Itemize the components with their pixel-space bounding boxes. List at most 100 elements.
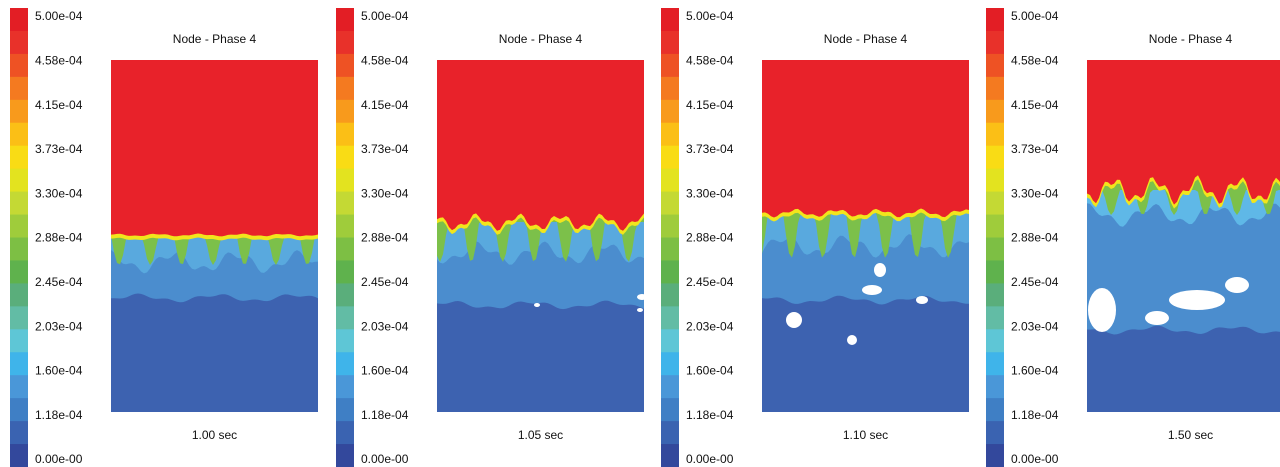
colorbar-band — [986, 76, 1004, 101]
colorbar-label: 0.00e-00 — [35, 452, 83, 466]
colorbar-band — [661, 398, 679, 422]
time-label: 1.05 sec — [518, 428, 563, 442]
colorbar-band — [10, 191, 28, 216]
colorbar-band — [661, 145, 679, 170]
red-region — [1087, 60, 1280, 205]
colorbar-band — [336, 191, 354, 216]
panel-title: Node - Phase 4 — [824, 32, 908, 46]
colorbar-label: 5.00e-04 — [361, 9, 409, 23]
colorbar-band — [336, 122, 354, 147]
colorbar-band — [10, 122, 28, 147]
colorbar-band — [10, 352, 28, 376]
colorbar-band — [10, 260, 28, 284]
panel-title: Node - Phase 4 — [1149, 32, 1233, 46]
colorbar-label: 4.58e-04 — [35, 53, 83, 67]
colorbar: 5.00e-04 4.58e-04 4.15e-04 3.73e-04 3.30e-04… — [986, 8, 1059, 467]
colorbar-label: 4.58e-04 — [361, 53, 409, 67]
colorbar-label: 4.15e-04 — [686, 98, 734, 112]
colorbar-label: 2.88e-04 — [686, 231, 734, 245]
colorbar-label: 2.88e-04 — [361, 231, 409, 245]
colorbar-band — [336, 53, 354, 78]
colorbar-band — [10, 8, 28, 32]
colorbar-band — [336, 168, 354, 193]
colorbar-band — [336, 306, 354, 330]
colorbar-band — [10, 214, 28, 238]
colorbar-band — [661, 191, 679, 216]
colorbar-label: 3.30e-04 — [35, 186, 83, 200]
colorbar-label: 3.30e-04 — [1011, 186, 1059, 200]
colorbar-band — [336, 444, 354, 467]
colorbar-band — [661, 283, 679, 307]
colorbar-label: 1.60e-04 — [35, 364, 83, 378]
panel: 5.00e-04 4.58e-04 4.15e-04 3.73e-04 3.30e-04… — [661, 8, 969, 467]
colorbar-band — [661, 260, 679, 284]
colorbar-band — [336, 214, 354, 238]
panel-title: Node - Phase 4 — [499, 32, 583, 46]
colorbar-label: 5.00e-04 — [686, 9, 734, 23]
colorbar-label: 2.03e-04 — [361, 319, 409, 333]
colorbar-band — [986, 375, 1004, 399]
colorbar-label: 5.00e-04 — [1011, 9, 1059, 23]
panel-title: Node - Phase 4 — [173, 32, 257, 46]
colorbar-label: 3.73e-04 — [361, 142, 409, 156]
colorbar-label: 1.18e-04 — [35, 408, 83, 422]
colorbar-label: 2.03e-04 — [686, 319, 734, 333]
colorbar-band — [986, 237, 1004, 261]
red-region — [437, 60, 644, 231]
colorbar-band — [986, 329, 1004, 353]
colorbar-band — [661, 329, 679, 353]
colorbar-band — [986, 122, 1004, 147]
contour-field — [762, 60, 969, 412]
colorbar-label: 2.03e-04 — [35, 319, 83, 333]
colorbar-label: 4.15e-04 — [35, 98, 83, 112]
colorbar-label: 2.45e-04 — [1011, 275, 1059, 289]
void-blob — [1145, 311, 1169, 325]
colorbar-band — [336, 237, 354, 261]
colorbar: 5.00e-04 4.58e-04 4.15e-04 3.73e-04 3.30e-04… — [661, 8, 734, 467]
colorbar-band — [10, 421, 28, 445]
colorbar-band — [10, 30, 28, 55]
colorbar-label: 2.45e-04 — [686, 275, 734, 289]
colorbar-band — [661, 352, 679, 376]
colorbar-band — [661, 168, 679, 193]
colorbar-label: 2.88e-04 — [35, 231, 83, 245]
colorbar-band — [661, 421, 679, 445]
colorbar-band — [661, 375, 679, 399]
colorbar-band — [661, 306, 679, 330]
colorbar-band — [986, 421, 1004, 445]
time-label: 1.00 sec — [192, 428, 237, 442]
colorbar-label: 4.15e-04 — [361, 98, 409, 112]
panel: 5.00e-04 4.58e-04 4.15e-04 3.73e-04 3.30e-04… — [336, 8, 644, 467]
colorbar-band — [986, 168, 1004, 193]
panel: 5.00e-04 4.58e-04 4.15e-04 3.73e-04 3.30e-04… — [986, 8, 1280, 467]
colorbar-band — [986, 53, 1004, 78]
contour-field — [1087, 60, 1280, 412]
colorbar-band — [986, 260, 1004, 284]
colorbar-label: 2.03e-04 — [1011, 319, 1059, 333]
colorbar-label: 5.00e-04 — [35, 9, 83, 23]
colorbar-band — [986, 214, 1004, 238]
colorbar-band — [336, 30, 354, 55]
colorbar-band — [336, 145, 354, 170]
colorbar-label: 0.00e-00 — [686, 452, 734, 466]
void-blob — [862, 285, 882, 295]
colorbar-label: 1.60e-04 — [1011, 364, 1059, 378]
colorbar-band — [661, 30, 679, 55]
colorbar-band — [986, 191, 1004, 216]
colorbar: 5.00e-04 4.58e-04 4.15e-04 3.73e-04 3.30e-04… — [336, 8, 409, 467]
colorbar-band — [10, 99, 28, 124]
contour-field — [111, 60, 318, 412]
colorbar-band — [336, 99, 354, 124]
colorbar-band — [10, 444, 28, 467]
colorbar-label: 3.73e-04 — [1011, 142, 1059, 156]
red-region — [762, 60, 969, 218]
void-blob — [1088, 288, 1116, 332]
colorbar-band — [336, 260, 354, 284]
void-blob — [786, 312, 802, 328]
colorbar-label: 1.60e-04 — [686, 364, 734, 378]
colorbar-band — [986, 306, 1004, 330]
colorbar-band — [661, 214, 679, 238]
colorbar-band — [336, 421, 354, 445]
void-blob — [637, 308, 643, 312]
colorbar-band — [986, 398, 1004, 422]
